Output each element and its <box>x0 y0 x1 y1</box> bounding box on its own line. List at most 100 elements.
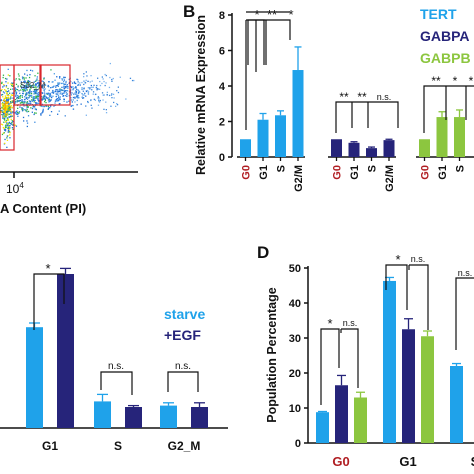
flow-event-dot <box>16 110 18 112</box>
flow-event-dot <box>26 120 28 122</box>
flow-event-dot <box>7 87 9 90</box>
flow-event-dot <box>111 93 113 95</box>
flow-event-dot <box>34 84 37 86</box>
flow-event-dot <box>34 106 36 108</box>
flow-event-dot <box>36 78 38 80</box>
flow-event-dot <box>26 109 28 111</box>
bar <box>450 366 463 443</box>
flow-event-dot <box>52 92 55 94</box>
flow-event-dot <box>42 98 44 100</box>
flow-event-dot <box>115 105 117 107</box>
flow-event-dot <box>25 93 27 95</box>
flow-event-dot <box>29 94 31 96</box>
bar <box>94 401 111 428</box>
flow-event-dot <box>18 100 20 102</box>
category-label: G2_M <box>168 439 201 453</box>
sig-marker: ** <box>267 7 277 22</box>
flow-event-dot <box>27 92 29 94</box>
flow-event-dot <box>46 97 49 99</box>
flow-event-dot <box>0 111 2 113</box>
flow-event-dot <box>45 102 47 104</box>
sig-bracket <box>455 277 474 350</box>
flow-event-dot <box>78 90 81 93</box>
flow-event-dot <box>8 128 10 130</box>
flow-event-dot <box>27 106 29 108</box>
flow-event-dot <box>3 85 5 87</box>
flow-event-dot <box>1 93 4 96</box>
flow-event-dot <box>14 124 16 126</box>
flow-event-dot <box>73 93 75 95</box>
flow-event-dot <box>97 88 99 90</box>
flow-event-dot <box>6 92 8 95</box>
flow-event-dot <box>56 76 58 78</box>
flow-event-dot <box>5 116 7 118</box>
flow-event-dot <box>1 124 4 126</box>
flow-event-dot <box>2 132 5 134</box>
flow-event-dot <box>4 100 6 103</box>
flow-event-dot <box>11 111 13 113</box>
flow-event-dot <box>10 101 12 103</box>
flow-event-dot <box>31 94 33 97</box>
flow-event-dot <box>112 77 114 80</box>
flow-event-dot <box>12 101 14 103</box>
flow-event-dot <box>10 118 12 120</box>
flow-event-dot <box>17 85 19 87</box>
y-tick-label: 10 <box>289 403 301 415</box>
flow-event-dot <box>10 123 13 125</box>
flow-event-dot <box>14 79 16 81</box>
flow-event-dot <box>30 91 32 93</box>
flow-event-dot <box>37 89 39 91</box>
flow-event-dot <box>35 92 37 94</box>
flow-event-dot <box>19 95 21 98</box>
flow-event-dot <box>11 122 13 124</box>
flow-event-dot <box>6 112 8 114</box>
flow-event-dot <box>48 107 50 109</box>
flow-event-dot <box>65 90 67 92</box>
flow-event-dot <box>55 93 57 95</box>
flow-event-dot <box>2 74 5 76</box>
flow-event-dot <box>31 111 33 113</box>
flow-event-dot <box>63 100 65 102</box>
flow-event-dot <box>43 95 45 97</box>
flow-event-dot <box>109 62 111 65</box>
flow-event-dot <box>4 107 6 110</box>
flow-event-dot <box>4 95 7 97</box>
flow-event-dot <box>15 113 18 115</box>
flow-event-dot <box>25 87 27 89</box>
flow-event-dot <box>7 127 9 130</box>
flow-event-dot <box>4 77 7 80</box>
flow-event-dot <box>1 108 4 110</box>
flow-event-dot <box>15 92 18 94</box>
flow-event-dot <box>86 75 88 77</box>
flow-event-dot <box>30 87 32 89</box>
flow-event-dot <box>37 81 39 84</box>
flow-event-dot <box>7 91 9 93</box>
flow-event-dot <box>56 91 58 93</box>
flow-event-dot <box>3 121 5 123</box>
flow-event-dot <box>21 110 24 112</box>
flow-event-dot <box>23 86 25 89</box>
flow-event-dot <box>12 88 14 90</box>
flow-event-dot <box>22 108 24 110</box>
flow-event-dot <box>51 91 53 94</box>
flow-event-dot <box>52 81 54 83</box>
flow-event-dot <box>63 86 65 88</box>
flow-event-dot <box>62 89 64 92</box>
flow-event-dot <box>17 95 19 98</box>
flow-event-dot <box>105 74 107 77</box>
flow-event-dot <box>97 104 100 106</box>
flow-event-dot <box>48 101 50 103</box>
flow-event-dot <box>10 114 12 116</box>
flow-event-dot <box>8 108 10 110</box>
flow-event-dot <box>9 131 11 133</box>
flow-event-dot <box>63 76 65 78</box>
flow-event-dot <box>87 93 90 95</box>
bar <box>402 329 415 443</box>
flow-event-dot <box>40 114 42 116</box>
flow-event-dot <box>36 102 38 105</box>
flow-event-dot <box>39 105 41 107</box>
flow-event-dot <box>7 96 9 99</box>
flow-event-dot <box>74 96 76 98</box>
flow-event-dot <box>3 103 6 105</box>
flow-event-dot <box>24 109 26 111</box>
